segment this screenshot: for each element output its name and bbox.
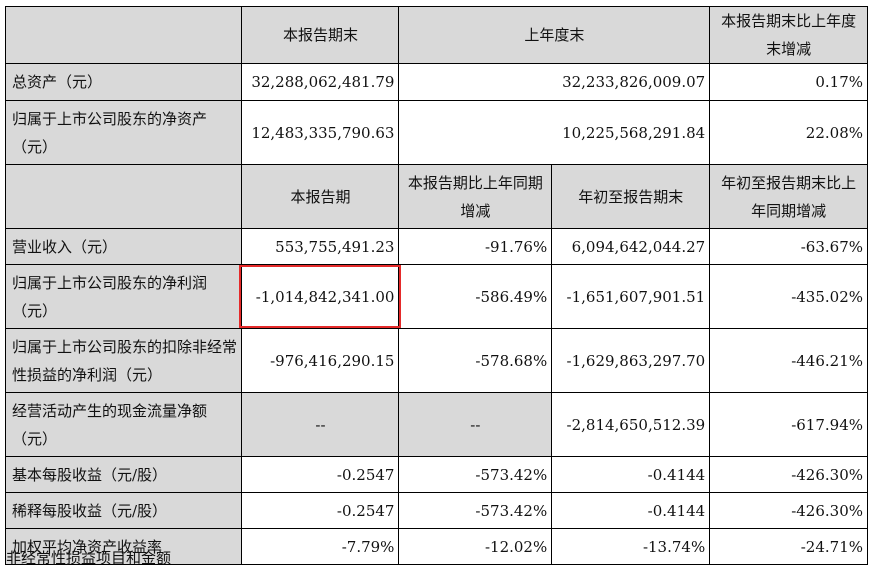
table-cell: -7.79% [241,528,400,565]
table-cell: -24.71% [709,528,868,565]
row-label: 稀释每股收益（元/股） [4,492,243,529]
row-label: 归属于上市公司股东的扣除非经常性损益的净利润（元） [4,328,243,393]
table-row: 归属于上市公司股东的净资产（元） 12,483,335,790.63 10,22… [4,100,868,165]
row-label: 加权平均净资产收益率 [4,528,243,565]
table-cell: 12,483,335,790.63 [241,100,400,165]
row-label: 归属于上市公司股东的净利润（元） [4,264,243,329]
table-cell: -446.21% [709,328,868,393]
table-row: 营业收入（元） 553,755,491.23 -91.76% 6,094,642… [4,228,868,265]
row-label: 基本每股收益（元/股） [4,456,243,493]
table-cell-empty: -- [398,392,553,457]
top-header-corner [4,6,243,64]
highlighted-cell-value: -1,014,842,341.00 [255,287,395,306]
col-header-change-vs-last-year-end: 本报告期末比上年度末增减 [709,6,868,64]
table-row: 稀释每股收益（元/股） -0.2547 -573.42% -0.4144 -42… [4,492,868,529]
row-label: 总资产（元） [4,63,243,101]
table-cell: -91.76% [398,228,553,265]
table-cell: -617.94% [709,392,868,457]
table-cell: -0.4144 [551,456,711,493]
row-label: 营业收入（元） [4,228,243,265]
table-cell: -12.02% [398,528,553,565]
col-header-current-period-change: 本报告期比上年同期增减 [398,164,553,229]
table-row: 总资产（元） 32,288,062,481.79 32,233,826,009.… [4,63,868,101]
table-cell: -573.42% [398,456,553,493]
table-row: 基本每股收益（元/股） -0.2547 -573.42% -0.4144 -42… [4,456,868,493]
table-cell: -586.49% [398,264,553,329]
row-label: 归属于上市公司股东的净资产（元） [4,100,243,165]
footnote-text: 非经常性损益项目和金额 [6,549,172,567]
bottom-header-corner [4,164,243,229]
table-cell: -0.4144 [551,492,711,529]
table-cell: -1,629,863,297.70 [551,328,711,393]
col-header-ytd: 年初至报告期末 [551,164,711,229]
table-cell: -1,651,607,901.51 [551,264,711,329]
col-header-last-year-end: 上年度末 [398,6,711,64]
table-cell: -426.30% [709,492,868,529]
col-header-period-end: 本报告期末 [241,6,400,64]
table-cell: -426.30% [709,456,868,493]
row-label: 经营活动产生的现金流量净额（元） [4,392,243,457]
highlighted-cell: -1,014,842,341.00 [239,264,402,329]
table-cell: 6,094,642,044.27 [551,228,711,265]
financial-data-table: 本报告期末 上年度末 本报告期末比上年度末增减 总资产（元） 32,288,06… [4,6,868,565]
financial-table-wrapper: 本报告期末 上年度末 本报告期末比上年度末增减 总资产（元） 32,288,06… [4,6,868,565]
table-row: 加权平均净资产收益率 -7.79% -12.02% -13.74% -24.71… [4,528,868,565]
col-header-ytd-change: 年初至报告期末比上年同期增减 [709,164,868,229]
table-cell: 32,288,062,481.79 [241,63,400,101]
table-cell: -0.2547 [241,456,400,493]
table-cell: 553,755,491.23 [241,228,400,265]
table-row: 经营活动产生的现金流量净额（元） -- -- -2,814,650,512.39… [4,392,868,457]
table-cell: 0.17% [709,63,868,101]
table-cell: -2,814,650,512.39 [551,392,711,457]
table-row: 归属于上市公司股东的净利润（元） -1,014,842,341.00 -586.… [4,264,868,329]
table-cell: -435.02% [709,264,868,329]
table-cell: 10,225,568,291.84 [398,100,711,165]
table-cell: 32,233,826,009.07 [398,63,711,101]
bottom-header-row: 本报告期 本报告期比上年同期增减 年初至报告期末 年初至报告期末比上年同期增减 [4,164,868,229]
col-header-current-period: 本报告期 [241,164,400,229]
table-cell: -63.67% [709,228,868,265]
table-cell: 22.08% [709,100,868,165]
table-cell: -0.2547 [241,492,400,529]
table-cell: -13.74% [551,528,711,565]
table-cell: -573.42% [398,492,553,529]
table-cell-empty: -- [241,392,400,457]
table-cell: -976,416,290.15 [241,328,400,393]
table-cell: -578.68% [398,328,553,393]
table-row: 归属于上市公司股东的扣除非经常性损益的净利润（元） -976,416,290.1… [4,328,868,393]
top-header-row: 本报告期末 上年度末 本报告期末比上年度末增减 [4,6,868,64]
